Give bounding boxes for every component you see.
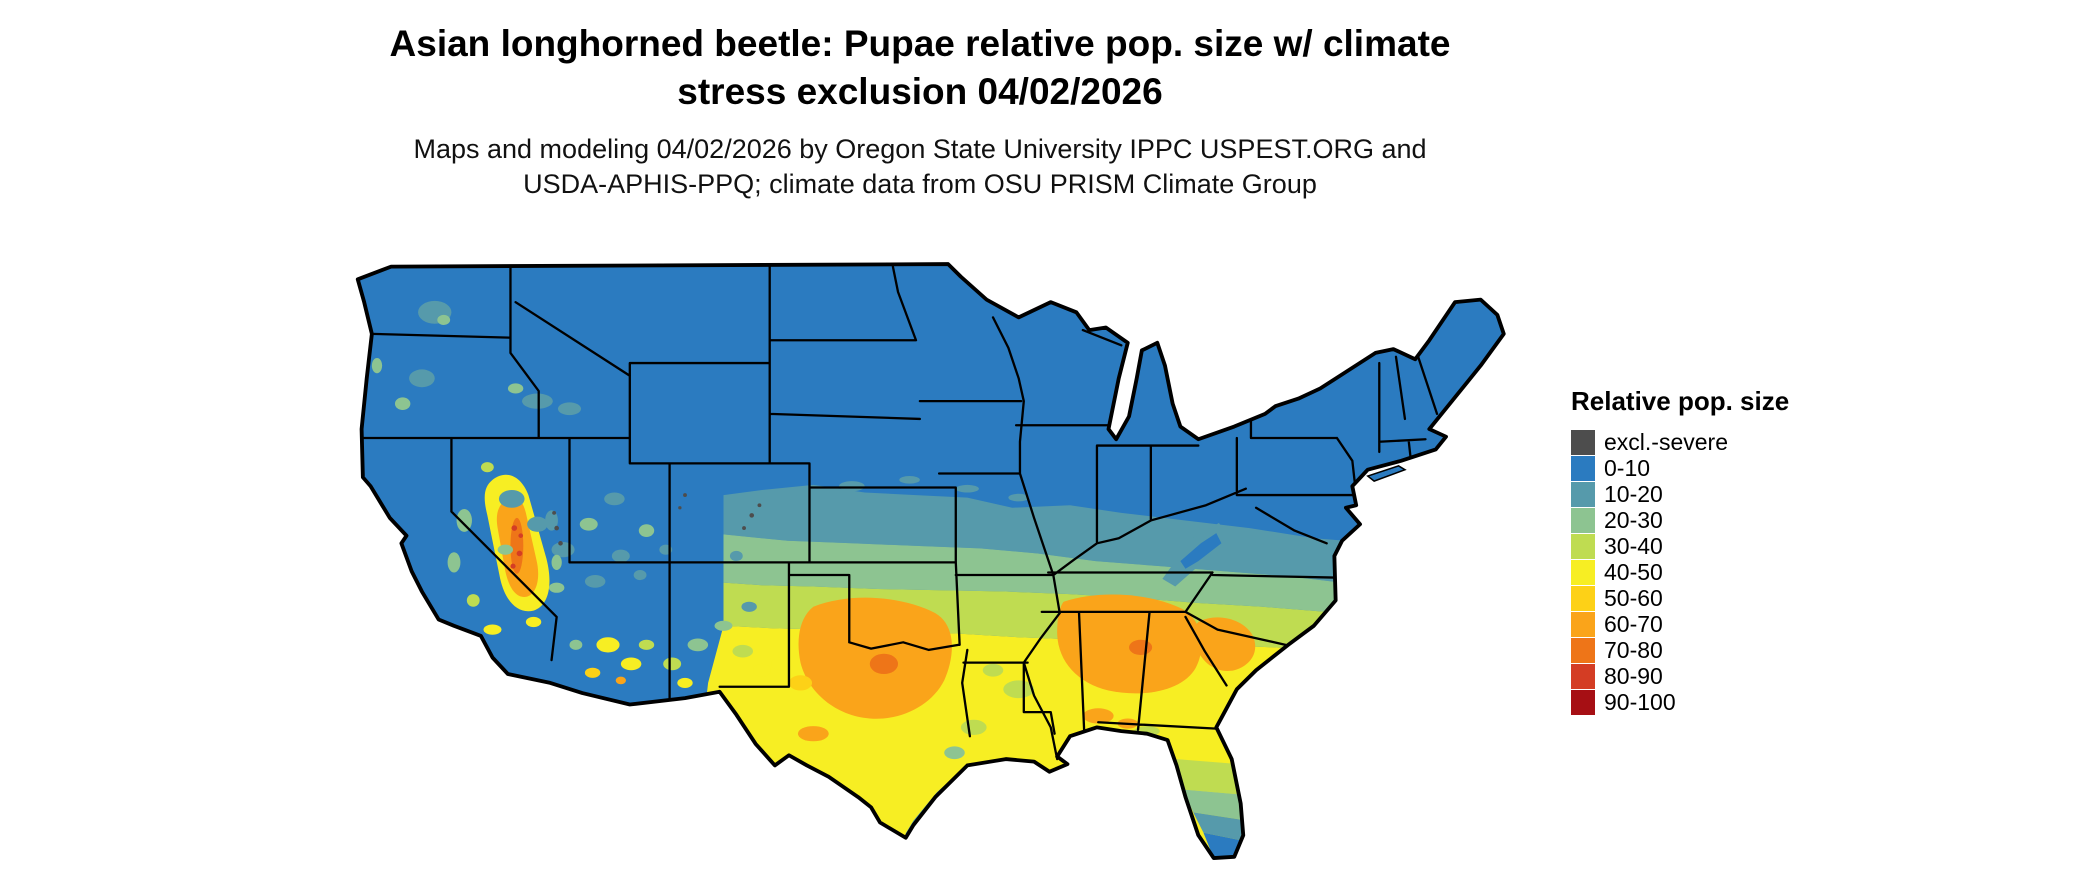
legend-item: 10-20: [1571, 481, 1789, 507]
legend-item: 70-80: [1571, 637, 1789, 663]
legend-swatch: [1571, 559, 1595, 585]
legend-item-label: 60-70: [1604, 610, 1663, 637]
legend-item-label: excl.-severe: [1604, 428, 1728, 455]
legend-items: excl.-severe 0-10 10-20 20-30 30-40 40-50 50-6…: [1571, 429, 1789, 715]
legend-swatch: [1571, 429, 1595, 455]
us-map: [300, 226, 1532, 886]
figure-subtitle: Maps and modeling 04/02/2026 by Oregon S…: [0, 132, 1840, 202]
legend-item: 50-60: [1571, 585, 1789, 611]
figure-title-line2: stress exclusion 04/02/2026: [677, 71, 1163, 113]
legend-swatch: [1571, 481, 1595, 507]
legend-item: 80-90: [1571, 663, 1789, 689]
legend-item-label: 90-100: [1604, 688, 1676, 715]
legend-swatch: [1571, 585, 1595, 611]
legend-item: 60-70: [1571, 611, 1789, 637]
legend-item-label: 30-40: [1604, 532, 1663, 559]
legend-item-label: 40-50: [1604, 558, 1663, 585]
raster-layers: [357, 264, 1504, 859]
legend-item-label: 80-90: [1604, 662, 1663, 689]
figure-subtitle-line1: Maps and modeling 04/02/2026 by Oregon S…: [413, 134, 1427, 165]
legend-item: 20-30: [1571, 507, 1789, 533]
legend-item: 90-100: [1571, 689, 1789, 715]
us-outline: [355, 262, 1506, 860]
long-island: [1366, 465, 1407, 482]
legend: Relative pop. size excl.-severe 0-10 10-20…: [1571, 386, 1789, 715]
legend-item-label: 10-20: [1604, 480, 1663, 507]
legend-item: 0-10: [1571, 455, 1789, 481]
legend-item-label: 20-30: [1604, 506, 1663, 533]
state-borders: [360, 264, 1439, 761]
legend-title: Relative pop. size: [1571, 386, 1790, 416]
header: Asian longhorned beetle: Pupae relative …: [0, 20, 1840, 202]
figure-subtitle-line2: USDA-APHIS-PPQ; climate data from OSU PR…: [523, 169, 1317, 200]
us-map-svg: [355, 262, 1506, 860]
legend-swatch: [1571, 507, 1595, 533]
legend-swatch: [1571, 689, 1595, 715]
figure-title-line1: Asian longhorned beetle: Pupae relative …: [389, 23, 1451, 64]
legend-item-label: 50-60: [1604, 584, 1663, 611]
figure-title: Asian longhorned beetle: Pupae relative …: [0, 20, 1840, 116]
legend-swatch: [1571, 663, 1595, 689]
legend-swatch: [1571, 611, 1595, 637]
legend-item-label: 0-10: [1604, 454, 1651, 481]
legend-item: 40-50: [1571, 559, 1789, 585]
legend-swatch: [1571, 637, 1595, 663]
legend-item-label: 70-80: [1604, 636, 1663, 663]
legend-item: excl.-severe: [1571, 429, 1789, 455]
legend-swatch: [1571, 455, 1595, 481]
legend-item: 30-40: [1571, 533, 1789, 559]
legend-swatch: [1571, 533, 1595, 559]
